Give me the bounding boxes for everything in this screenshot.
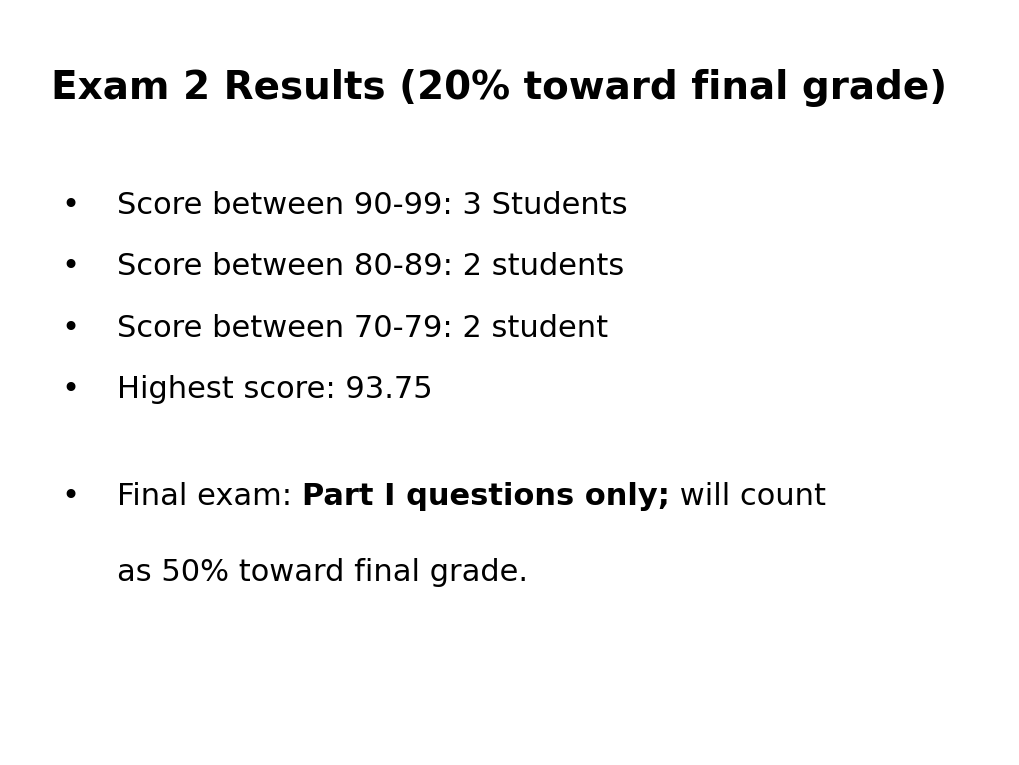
Text: •: • (61, 314, 79, 343)
Text: Highest score: 93.75: Highest score: 93.75 (117, 375, 432, 404)
Text: •: • (61, 482, 79, 511)
Text: •: • (61, 252, 79, 282)
Text: Final exam:: Final exam: (117, 482, 302, 511)
Text: Score between 90-99: 3 Students: Score between 90-99: 3 Students (117, 191, 628, 220)
Text: Exam 2 Results (20% toward final grade): Exam 2 Results (20% toward final grade) (51, 69, 947, 107)
Text: •: • (61, 191, 79, 220)
Text: Score between 70-79: 2 student: Score between 70-79: 2 student (117, 314, 607, 343)
Text: •: • (61, 375, 79, 404)
Text: Part I questions only;: Part I questions only; (302, 482, 669, 511)
Text: as 50% toward final grade.: as 50% toward final grade. (117, 558, 528, 588)
Text: Score between 80-89: 2 students: Score between 80-89: 2 students (117, 252, 624, 282)
Text: will count: will count (669, 482, 825, 511)
